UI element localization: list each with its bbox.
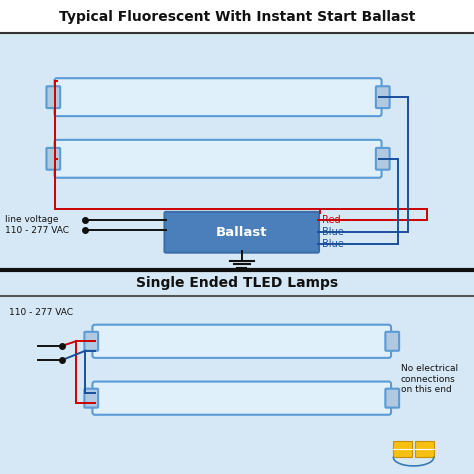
Text: Red: Red bbox=[322, 215, 341, 226]
FancyBboxPatch shape bbox=[84, 389, 98, 408]
Bar bbox=[0, 296, 474, 474]
FancyBboxPatch shape bbox=[376, 148, 390, 170]
FancyBboxPatch shape bbox=[46, 148, 60, 170]
Bar bbox=[0, 0, 474, 33]
FancyBboxPatch shape bbox=[55, 140, 382, 178]
Text: Typical Fluorescent With Instant Start Ballast: Typical Fluorescent With Instant Start B… bbox=[59, 9, 415, 24]
FancyBboxPatch shape bbox=[376, 86, 390, 108]
FancyBboxPatch shape bbox=[92, 325, 391, 358]
FancyBboxPatch shape bbox=[164, 212, 319, 253]
Bar bbox=[0, 270, 474, 296]
Text: Single Ended TLED Lamps: Single Ended TLED Lamps bbox=[136, 276, 338, 291]
Bar bbox=[415, 441, 434, 457]
Text: Blue: Blue bbox=[322, 227, 344, 237]
FancyBboxPatch shape bbox=[92, 382, 391, 415]
FancyBboxPatch shape bbox=[385, 389, 399, 408]
Text: No electrical
connections
on this end: No electrical connections on this end bbox=[401, 365, 458, 394]
FancyBboxPatch shape bbox=[55, 78, 382, 116]
Bar bbox=[0, 33, 474, 270]
Text: Ballast: Ballast bbox=[216, 226, 267, 239]
Bar bbox=[393, 441, 412, 457]
FancyBboxPatch shape bbox=[84, 332, 98, 351]
FancyBboxPatch shape bbox=[385, 332, 399, 351]
Text: Blue: Blue bbox=[322, 239, 344, 249]
Text: line voltage
110 - 277 VAC: line voltage 110 - 277 VAC bbox=[5, 216, 69, 235]
Text: 110 - 277 VAC: 110 - 277 VAC bbox=[9, 309, 73, 317]
FancyBboxPatch shape bbox=[46, 86, 60, 108]
